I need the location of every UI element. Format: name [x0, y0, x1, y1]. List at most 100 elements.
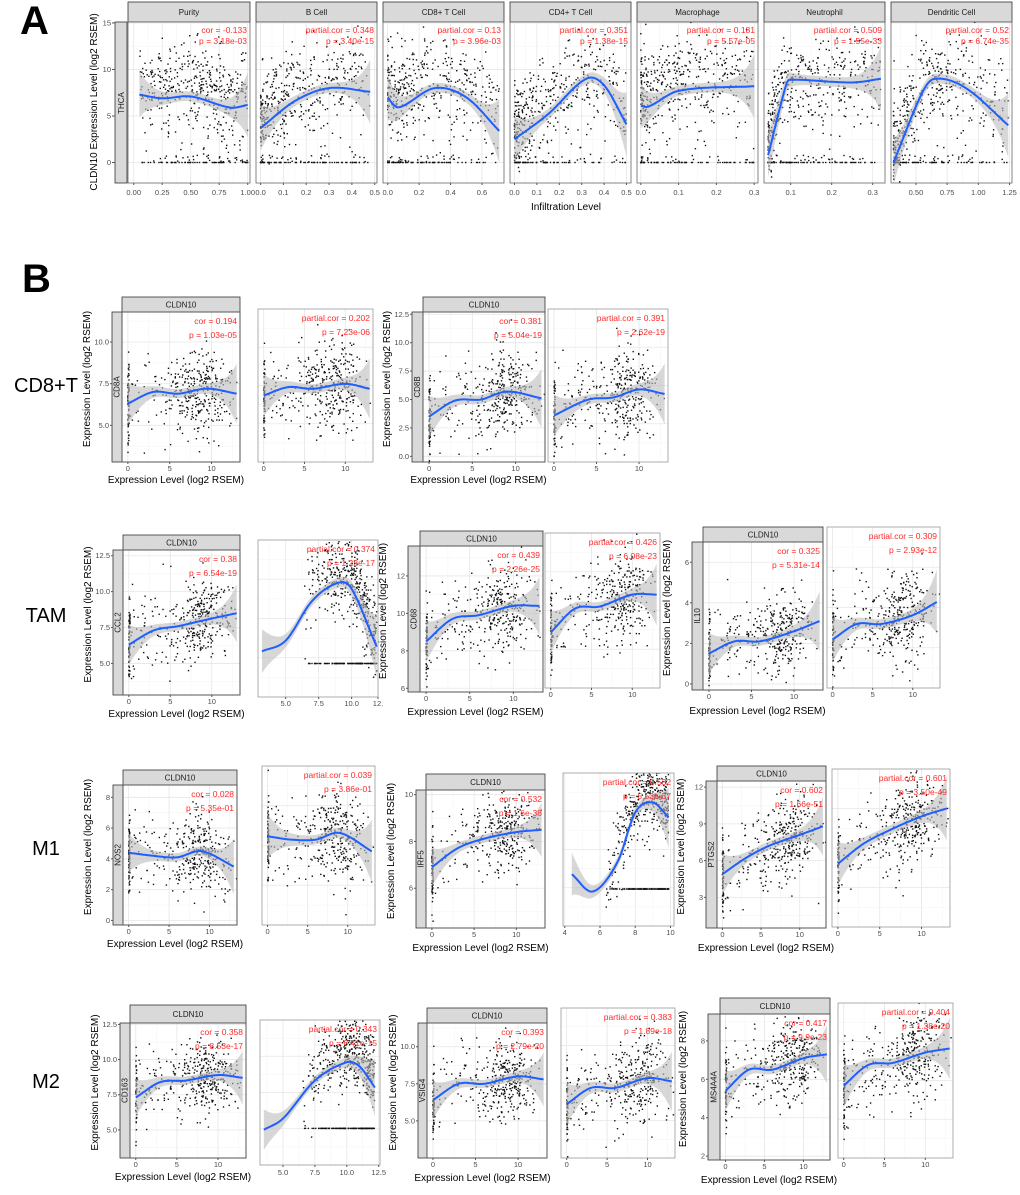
data-point [817, 66, 818, 67]
data-point [923, 74, 924, 75]
data-point [276, 412, 277, 413]
p-value-label: p = 1.03e-05 [189, 330, 237, 340]
data-point [306, 366, 307, 367]
data-point [932, 110, 933, 111]
data-point [817, 72, 818, 73]
data-point [923, 161, 924, 162]
data-point [736, 137, 737, 138]
data-point [342, 342, 343, 343]
data-point [839, 92, 840, 93]
p-value-label: p = 1.55e-33 [834, 36, 882, 46]
data-point [194, 78, 195, 79]
data-point [361, 67, 362, 68]
data-point [546, 101, 547, 102]
data-point [355, 54, 356, 55]
data-point [239, 140, 240, 141]
data-point [706, 162, 707, 163]
data-point [444, 162, 445, 163]
data-point [350, 342, 351, 343]
data-point [803, 90, 804, 91]
data-point [346, 405, 347, 406]
data-point [568, 105, 569, 106]
data-point [1000, 58, 1001, 59]
data-point [351, 151, 352, 152]
data-point [185, 416, 186, 417]
data-point [192, 352, 193, 353]
data-point [556, 76, 557, 77]
data-point [232, 81, 233, 82]
data-point [424, 64, 425, 65]
data-point [483, 68, 484, 69]
data-point [951, 89, 952, 90]
data-point [781, 50, 782, 51]
data-point [586, 91, 587, 92]
data-point [444, 75, 445, 76]
data-point [709, 111, 710, 112]
data-point [196, 401, 197, 402]
data-point [240, 160, 241, 161]
data-point [692, 155, 693, 156]
data-point [514, 84, 515, 85]
p-value-label: p = 3.40e-15 [326, 36, 374, 46]
data-point [561, 83, 562, 84]
data-point [561, 156, 562, 157]
data-point [553, 126, 554, 127]
data-point [309, 423, 310, 424]
data-point [894, 123, 895, 124]
data-point [128, 444, 129, 445]
data-point [128, 368, 129, 369]
data-point [399, 67, 400, 68]
data-point [202, 52, 203, 53]
data-point [821, 117, 822, 118]
data-point [843, 155, 844, 156]
data-point [697, 139, 698, 140]
data-point [232, 91, 233, 92]
data-point [409, 68, 410, 69]
data-point [699, 35, 700, 36]
data-point [844, 115, 845, 116]
data-point [215, 374, 216, 375]
data-point [427, 68, 428, 69]
data-point [235, 158, 236, 159]
data-point [197, 111, 198, 112]
data-point [181, 402, 182, 403]
data-point [488, 427, 489, 428]
data-point [309, 86, 310, 87]
data-point [989, 59, 990, 60]
data-point [287, 95, 288, 96]
data-point [333, 407, 334, 408]
data-point [798, 58, 799, 59]
data-point [209, 405, 210, 406]
correlation-label: partial.cor = 0.202 [302, 313, 371, 323]
data-point [233, 120, 234, 121]
data-point [292, 161, 293, 162]
data-point [155, 381, 156, 382]
data-point [193, 159, 194, 160]
data-point [187, 441, 188, 442]
data-point [237, 73, 238, 74]
data-point [287, 75, 288, 76]
data-point [994, 86, 995, 87]
data-point [195, 398, 196, 399]
data-point [614, 161, 615, 162]
data-point [586, 97, 587, 98]
data-point [504, 371, 505, 372]
data-point [571, 102, 572, 103]
data-point [318, 369, 319, 370]
data-point [158, 162, 159, 163]
data-point [713, 64, 714, 65]
data-point [912, 128, 913, 129]
data-point [465, 363, 466, 364]
data-point [617, 71, 618, 72]
data-point [347, 361, 348, 362]
data-point [302, 87, 303, 88]
data-point [161, 162, 162, 163]
data-point [912, 141, 913, 142]
data-point [963, 130, 964, 131]
data-point [751, 51, 752, 52]
data-point [200, 89, 201, 90]
data-point [315, 119, 316, 120]
data-point [681, 66, 682, 67]
